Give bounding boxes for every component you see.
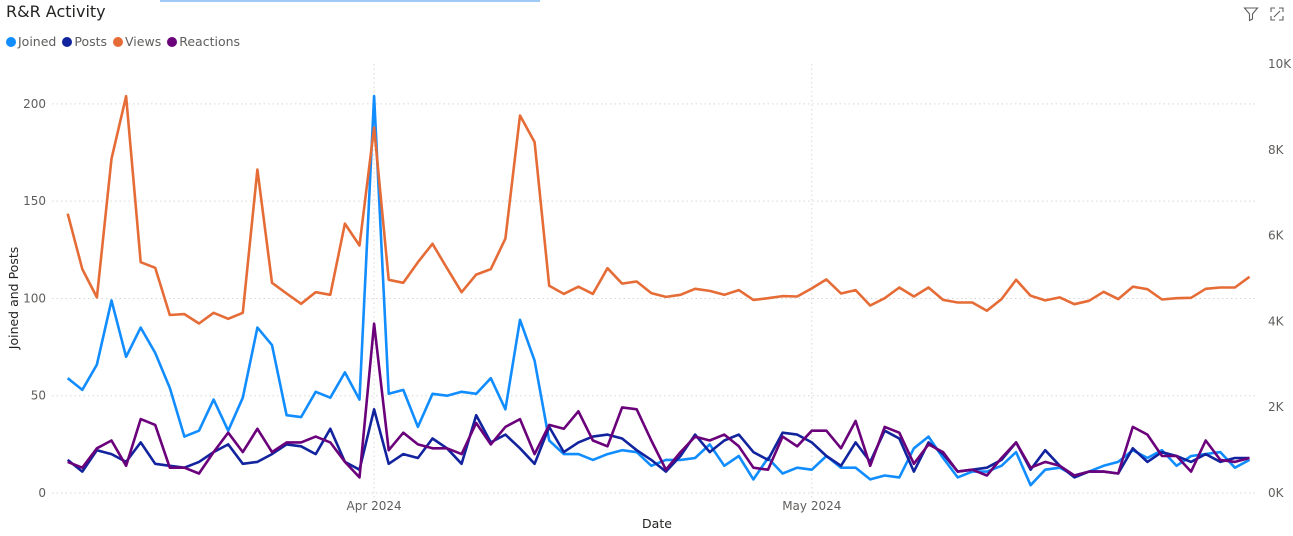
legend-label: Joined (18, 34, 57, 49)
filter-icon[interactable] (1243, 6, 1259, 22)
legend-label: Reactions (179, 34, 241, 49)
y2-tick-label: 8K (1268, 143, 1285, 157)
y-tick-label: 0 (38, 486, 46, 500)
gridlines (52, 64, 1255, 499)
series-line-views (66, 94, 1251, 325)
legend-label: Views (125, 34, 162, 49)
chart-title: R&R Activity (6, 2, 106, 21)
y-tick-label: 150 (23, 194, 46, 208)
legend-marker (167, 36, 178, 47)
legend-marker (6, 36, 16, 47)
x-tick-label: May 2024 (782, 499, 841, 513)
y2-tick-label: 10K (1268, 57, 1292, 71)
legend-item-views[interactable]: Views (113, 34, 161, 49)
legend: Joined Posts Views Reactions (6, 34, 240, 49)
y-tick-label: 100 (23, 291, 46, 305)
y-axis-title: Joined and Posts (6, 247, 21, 350)
legend-item-posts[interactable]: Posts (62, 34, 107, 49)
legend-marker (113, 36, 124, 47)
x-axis: Apr 2024 May 2024 (347, 499, 842, 513)
focus-mode-icon[interactable] (1269, 6, 1285, 22)
series-lines (66, 94, 1251, 487)
y2-tick-label: 2K (1268, 400, 1285, 414)
y2-tick-label: 6K (1268, 229, 1285, 243)
selection-indicator (160, 0, 540, 2)
y-axis-left: 0 50 100 150 200 (23, 97, 46, 500)
series-line-reactions (67, 322, 1250, 479)
legend-item-reactions[interactable]: Reactions (167, 34, 240, 49)
y-tick-label: 50 (31, 389, 46, 403)
legend-item-joined[interactable]: Joined (6, 34, 56, 49)
y-tick-label: 200 (23, 97, 46, 111)
legend-marker (62, 36, 73, 47)
series-line-posts (66, 408, 1250, 479)
series-line-joined (66, 94, 1251, 487)
y2-tick-label: 0K (1268, 486, 1285, 500)
legend-label: Posts (74, 34, 108, 49)
y2-tick-label: 4K (1268, 314, 1285, 328)
x-tick-label: Apr 2024 (347, 499, 402, 513)
x-axis-title: Date (642, 516, 672, 531)
y-axis-right: 0K 2K 4K 6K 8K 10K (1268, 57, 1292, 500)
